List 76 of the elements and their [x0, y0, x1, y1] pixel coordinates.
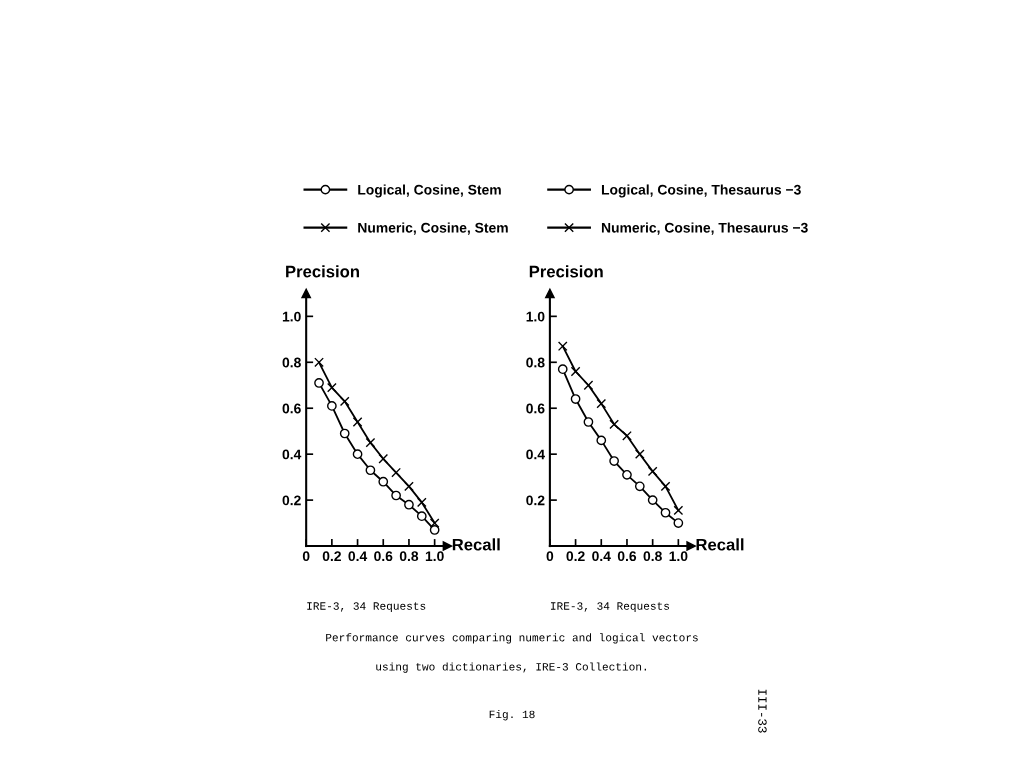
x-tick-label: 0.6	[617, 551, 637, 562]
point	[570, 366, 581, 377]
legend-label: Numeric, Cosine, Thesaurus −3	[601, 222, 808, 235]
y-tick-label: 0.6	[282, 403, 301, 414]
point	[583, 380, 594, 391]
legend-label: Numeric, Cosine, Stem	[358, 222, 508, 235]
text: using two dictionaries, IRE-3 Collection.	[376, 662, 646, 673]
y-tick-label: 0.2	[526, 495, 545, 506]
y-tick-label: 0.4	[526, 449, 545, 460]
point	[596, 398, 607, 409]
text: IRE-3, 34 Requests	[550, 602, 669, 612]
point	[673, 518, 684, 528]
caption: Fig. 18	[489, 710, 535, 721]
y-axis-title: Precision	[529, 265, 603, 278]
y-tick-label: 0.8	[282, 357, 301, 368]
point	[391, 467, 401, 478]
y-axis-title: Precision	[286, 265, 359, 278]
point	[673, 505, 684, 516]
point	[557, 341, 568, 352]
point	[352, 449, 363, 460]
point	[391, 490, 401, 501]
point	[660, 481, 671, 492]
point	[622, 430, 632, 441]
point	[570, 394, 581, 404]
y-tick-label: 0.4	[282, 449, 302, 460]
point	[327, 382, 337, 393]
legend-label: Logical, Cosine, Stem	[358, 184, 501, 198]
point	[416, 497, 427, 508]
x-tick-label: 1.0	[669, 551, 688, 562]
text: IRE-3, 34 Requests	[307, 602, 426, 612]
point	[609, 419, 619, 430]
point	[596, 435, 607, 446]
point	[378, 476, 389, 487]
x-tick-label: 0.8	[399, 551, 419, 562]
point	[429, 525, 440, 535]
x-tick-label: 0.2	[566, 551, 585, 562]
point	[314, 357, 324, 368]
x-tick-label: 0.4	[592, 551, 611, 562]
point	[339, 396, 350, 407]
x-tick-label: 0.2	[322, 551, 341, 562]
text: Performance curves comparing numeric and logical vectors	[326, 633, 698, 644]
point	[634, 481, 645, 492]
point	[339, 428, 350, 439]
point	[647, 495, 658, 505]
point	[557, 364, 568, 375]
x-tick-label: 0	[546, 551, 554, 562]
y-tick-label: 1.0	[282, 311, 301, 322]
point	[404, 481, 414, 492]
x-tick-label: 0.4	[348, 551, 368, 562]
x-axis-title: Recall	[452, 538, 500, 551]
y-tick-label: 0.6	[526, 403, 545, 414]
point	[378, 453, 389, 464]
x-tick-label: 0	[302, 551, 310, 562]
point	[404, 499, 414, 510]
point	[429, 518, 440, 528]
point	[352, 417, 363, 427]
point	[327, 401, 337, 411]
point	[365, 465, 376, 476]
point	[583, 417, 594, 427]
x-axis-title: Recall	[696, 538, 744, 551]
point	[660, 507, 671, 518]
y-tick-label: 0.8	[526, 357, 545, 368]
point	[622, 469, 632, 480]
point	[634, 449, 645, 460]
point	[647, 466, 658, 477]
text: III-33	[758, 689, 767, 733]
x-tick-label: 0.8	[643, 551, 662, 562]
point	[314, 378, 324, 388]
y-tick-label: 0.2	[282, 495, 301, 506]
point	[609, 456, 619, 466]
point	[365, 437, 376, 448]
y-tick-label: 1.0	[526, 311, 545, 322]
x-tick-label: 1.0	[425, 551, 444, 562]
point	[416, 511, 427, 522]
legend-label: Logical, Cosine, Thesaurus −3	[601, 184, 801, 198]
x-tick-label: 0.6	[374, 551, 393, 562]
